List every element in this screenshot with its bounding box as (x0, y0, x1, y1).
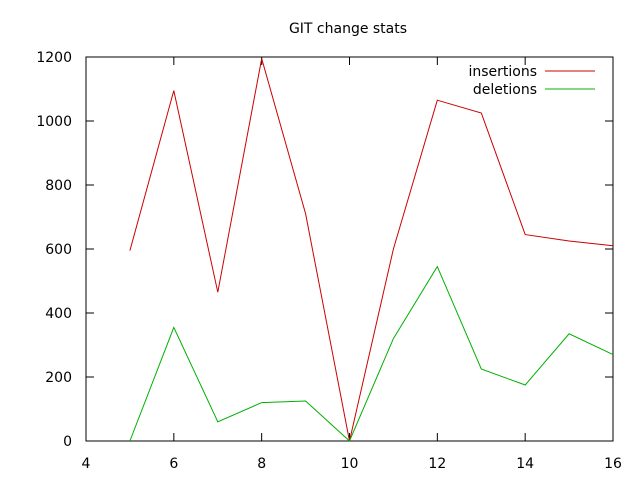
plot-frame (85, 56, 614, 442)
y-tick-label: 800 (45, 178, 72, 194)
y-tick-label: 600 (45, 242, 72, 258)
x-tick-label: 4 (82, 456, 91, 472)
series-line-deletions (129, 265, 614, 442)
series-lines (129, 58, 614, 442)
y-tick-label: 400 (45, 306, 72, 322)
y-tick-label: 1000 (36, 114, 72, 130)
x-tick-label: 14 (516, 456, 534, 472)
legend-label-deletions: deletions (473, 82, 537, 98)
x-tick-label: 6 (169, 456, 178, 472)
series-line-insertions (129, 58, 614, 442)
legend: insertions deletions (468, 64, 595, 98)
x-tick-label: 16 (604, 456, 622, 472)
y-tick-label: 0 (63, 434, 72, 450)
x-tick-label: 10 (341, 456, 359, 472)
axis-ticks: 0 200 400 600 800 1000 1200 4 6 8 10 12 14 16 (36, 50, 622, 472)
x-tick-label: 8 (257, 456, 266, 472)
legend-label-insertions: insertions (468, 64, 537, 80)
x-tick-label: 12 (428, 456, 446, 472)
y-tick-label: 1200 (36, 50, 72, 66)
y-tick-label: 200 (45, 370, 72, 386)
chart-title: GIT change stats (289, 21, 407, 37)
